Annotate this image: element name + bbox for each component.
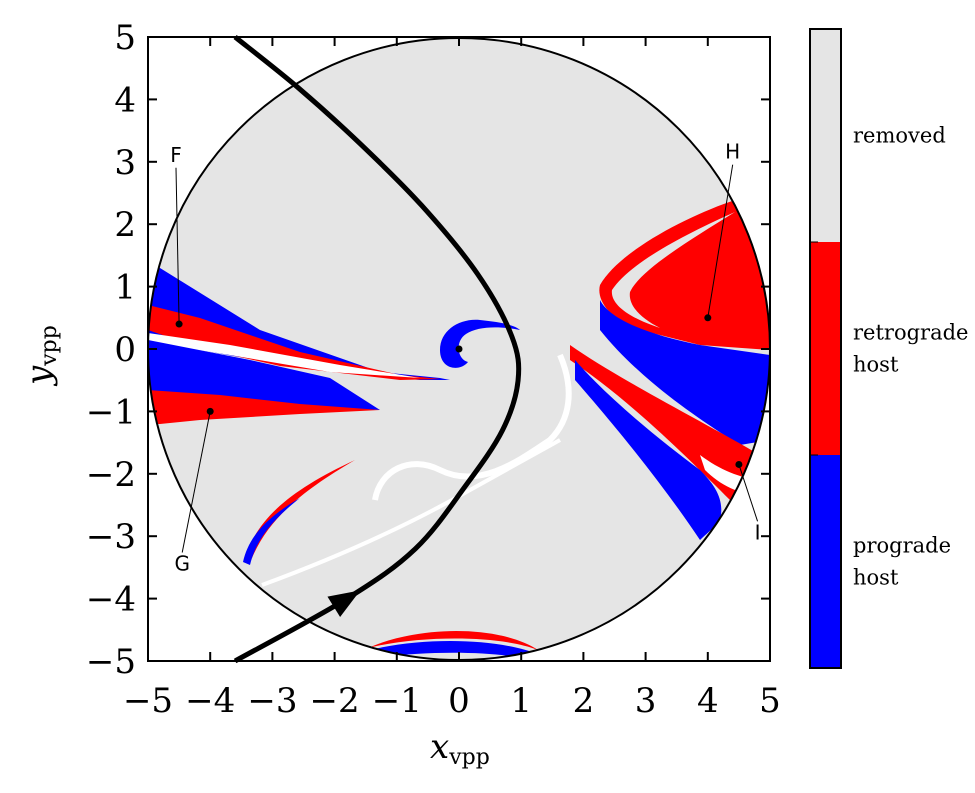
x-tick-label: −1 — [372, 681, 422, 721]
annotation-point — [175, 320, 183, 328]
annotation-point — [206, 407, 214, 415]
x-axis-title: xvpp — [430, 727, 490, 770]
y-tick-label: 2 — [114, 205, 136, 245]
y-tick-label: −4 — [86, 580, 136, 620]
x-axis-ticks: −5 −4 −3 −2 −1 0 1 2 3 4 5 — [123, 37, 781, 721]
colorbar-label: removed — [853, 124, 946, 148]
annotation-label-G: G — [174, 552, 190, 576]
region-prograde-lower-left-arc — [243, 498, 300, 565]
colorbar: removed retrograde host prograde host — [809, 28, 968, 669]
region-prograde-right-middle — [600, 300, 770, 445]
colorbar-segment — [810, 29, 841, 242]
trajectory-curve — [233, 35, 522, 664]
annotation-leader-line — [738, 464, 759, 522]
annotation-point — [704, 314, 712, 322]
annotation-label-I: I — [755, 520, 761, 544]
x-tick-label: 2 — [573, 681, 595, 721]
y-tick-label: −5 — [86, 642, 136, 682]
colorbar-label: prograde host — [853, 534, 951, 590]
region-retrograde-bottom — [368, 630, 538, 650]
region-prograde-right-lower — [575, 360, 722, 540]
region-white-left-sliver — [148, 333, 420, 378]
point-annotations: F G H I — [170, 140, 760, 576]
y-tick-label: 1 — [114, 268, 136, 308]
annotation-label-F: F — [170, 143, 182, 167]
y-tick-label: −2 — [86, 455, 136, 495]
center-point — [455, 345, 463, 353]
x-tick-label: 4 — [697, 681, 719, 721]
region-prograde-left-middle — [148, 340, 380, 410]
region-retrograde-right-lower — [570, 345, 765, 500]
y-tick-label: −1 — [86, 392, 136, 432]
colorbar-label: retrograde host — [853, 321, 968, 377]
x-tick-label: 1 — [510, 681, 532, 721]
y-tick-label: 5 — [114, 18, 136, 58]
annotation-leader-line — [707, 164, 734, 318]
annotation-label-H: H — [725, 140, 740, 164]
annotation-leader-line — [181, 411, 211, 553]
y-tick-label: −3 — [86, 517, 136, 557]
x-tick-label: 3 — [635, 681, 657, 721]
x-tick-label: 0 — [448, 681, 470, 721]
annotation-leader-line — [175, 167, 180, 325]
y-axis-ticks: −5 −4 −3 −2 −1 0 1 2 3 4 5 — [86, 18, 770, 682]
x-tick-label: −5 — [123, 681, 173, 721]
x-tick-label: −4 — [185, 681, 235, 721]
region-white-right-hook — [611, 212, 735, 328]
region-white-swirl — [372, 353, 572, 501]
y-axis-title: yvpp — [19, 325, 62, 387]
trajectory-arrow-icon — [327, 590, 361, 618]
annotation-point — [735, 460, 743, 468]
region-retrograde-right-upper — [599, 200, 770, 350]
colorbar-segment — [810, 455, 841, 668]
region-prograde-bottom — [362, 641, 540, 660]
y-tick-label: 0 — [114, 330, 136, 370]
region-prograde-spiral — [440, 319, 520, 368]
x-tick-label: −2 — [310, 681, 360, 721]
colorbar-frame — [809, 28, 842, 669]
colorbar-segment — [810, 242, 841, 455]
x-tick-label: 5 — [759, 681, 781, 721]
y-tick-label: 3 — [114, 143, 136, 183]
y-tick-label: 4 — [114, 80, 136, 120]
region-retrograde-left-lower — [148, 390, 380, 424]
x-tick-label: −3 — [247, 681, 297, 721]
